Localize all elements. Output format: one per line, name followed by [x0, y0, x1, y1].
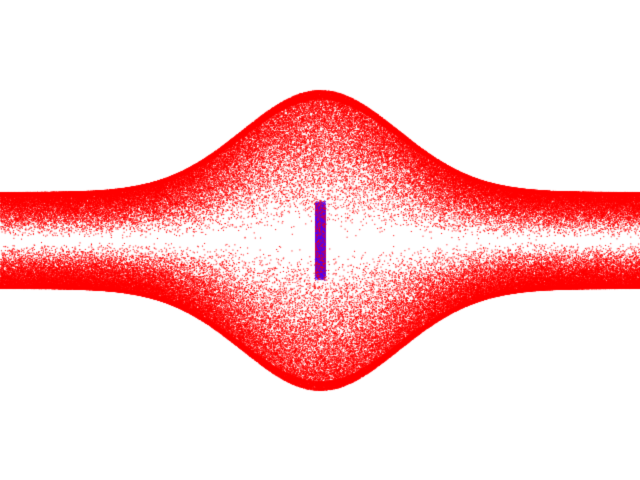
image-canvas-wrapper — [0, 0, 640, 480]
scatter-canvas — [0, 0, 640, 480]
